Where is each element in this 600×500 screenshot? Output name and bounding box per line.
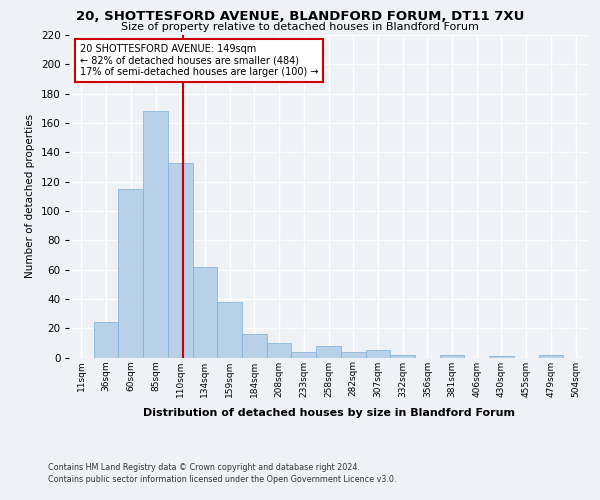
Text: Contains HM Land Registry data © Crown copyright and database right 2024.: Contains HM Land Registry data © Crown c… [48,462,360,471]
Bar [118,189,143,358]
Bar [242,334,267,357]
Text: Contains public sector information licensed under the Open Government Licence v3: Contains public sector information licen… [48,475,397,484]
Bar [193,266,217,358]
Bar [267,343,292,357]
Bar [316,346,341,358]
Text: Size of property relative to detached houses in Blandford Forum: Size of property relative to detached ho… [121,22,479,32]
Bar [489,356,514,358]
Bar [390,354,415,358]
Bar [539,354,563,358]
Y-axis label: Number of detached properties: Number of detached properties [25,114,35,278]
Text: 20, SHOTTESFORD AVENUE, BLANDFORD FORUM, DT11 7XU: 20, SHOTTESFORD AVENUE, BLANDFORD FORUM,… [76,10,524,23]
Bar [365,350,390,358]
Bar [143,111,168,358]
Bar [292,352,316,358]
Bar [94,322,118,358]
Text: Distribution of detached houses by size in Blandford Forum: Distribution of detached houses by size … [143,408,515,418]
Bar [440,354,464,358]
Bar [168,162,193,358]
Bar [217,302,242,358]
Text: 20 SHOTTESFORD AVENUE: 149sqm
← 82% of detached houses are smaller (484)
17% of : 20 SHOTTESFORD AVENUE: 149sqm ← 82% of d… [80,44,319,77]
Bar [341,352,365,358]
